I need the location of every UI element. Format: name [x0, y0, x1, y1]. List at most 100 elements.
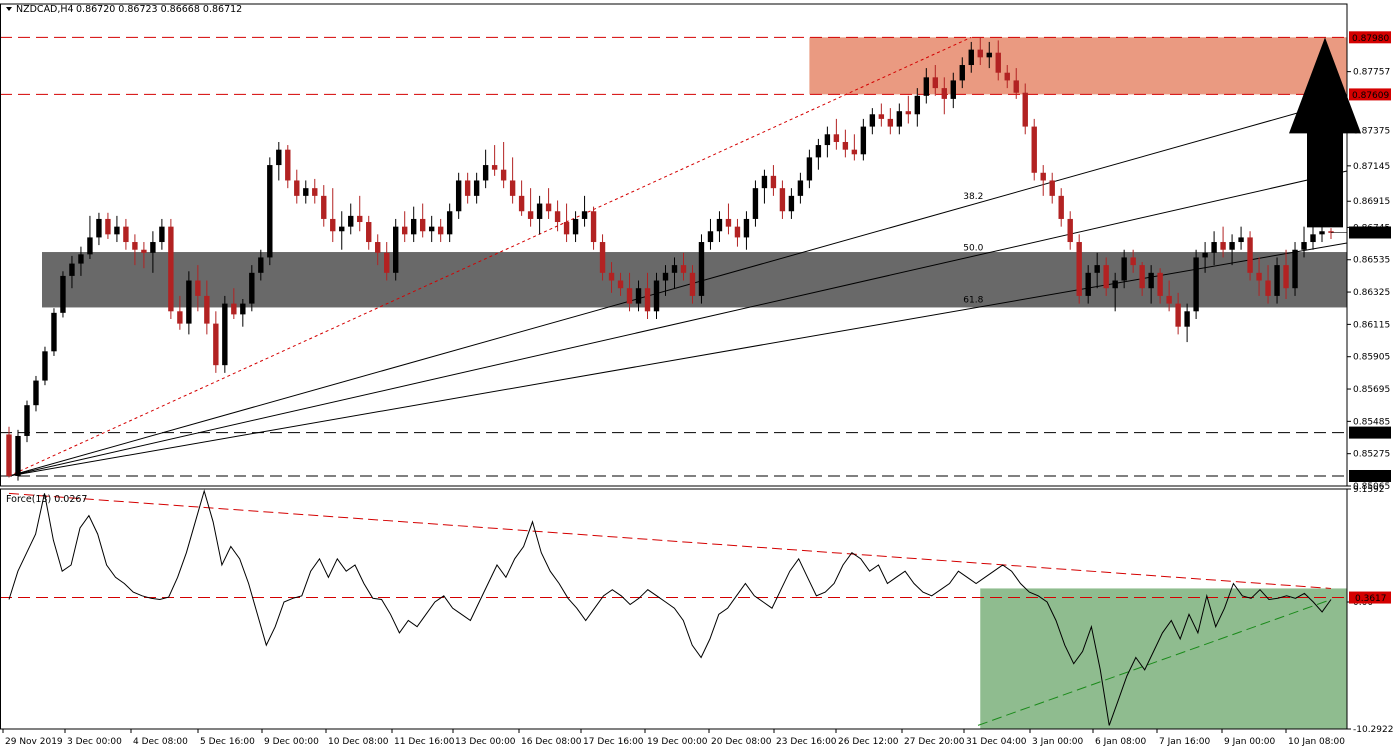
candle-body — [860, 126, 867, 155]
candle-body — [1058, 195, 1064, 219]
candle-body — [914, 95, 921, 115]
time-tick-label: 26 Dec 12:00 — [838, 737, 899, 747]
candle-body — [204, 295, 210, 324]
candle-body — [743, 218, 750, 238]
candle-body — [842, 141, 849, 150]
fib-fan-label-1: 50.0 — [963, 244, 983, 254]
axes: 0.877570.873750.871450.869150.867450.865… — [0, 3, 1393, 747]
candle-body — [1202, 252, 1208, 258]
candle-body — [249, 272, 255, 304]
time-tick-label: 23 Dec 16:00 — [776, 737, 837, 747]
candle-body — [671, 265, 678, 273]
candle-body — [725, 218, 732, 227]
candle-body — [1085, 272, 1091, 296]
candle-body — [707, 231, 714, 243]
time-tick-label: 9 Jan 00:00 — [1224, 737, 1276, 747]
candle-body — [285, 149, 291, 181]
candle-body — [527, 211, 534, 219]
candle-body — [1067, 218, 1073, 243]
price-tick-label: 0.86535 — [1353, 256, 1390, 266]
candle-body — [159, 226, 165, 243]
candle-body — [1040, 172, 1046, 181]
candle-body — [177, 311, 183, 324]
candle-body — [815, 145, 822, 158]
time-tick-label: 3 Jan 00:00 — [1032, 737, 1084, 747]
time-tick-label: 11 Dec 16:00 — [394, 737, 455, 747]
price-level-box — [1349, 226, 1391, 239]
candle-body — [536, 203, 543, 219]
candle-body — [1112, 280, 1118, 289]
candle-body — [96, 218, 102, 238]
candle-body — [402, 226, 408, 235]
price-tick-label: 0.87375 — [1353, 126, 1390, 136]
price-tick-label: 0.85065 — [1353, 482, 1390, 492]
fib-fan-base-line — [8, 36, 972, 477]
price-level-label: 0.85412 — [1352, 429, 1389, 439]
candle-body — [1184, 311, 1190, 327]
ohlc-header: 0.86720 0.86723 0.86668 0.86712 — [76, 4, 242, 15]
force-tick-label: 9.1592 — [1353, 485, 1385, 495]
candle-body — [1013, 80, 1019, 93]
price-tick-label: 0.86115 — [1353, 320, 1390, 330]
candle-body — [1256, 272, 1262, 281]
price-tick-label: 0.86915 — [1353, 197, 1390, 207]
candle-body — [482, 165, 489, 181]
candle-body — [959, 65, 965, 81]
candle-body — [1076, 242, 1082, 296]
force-trendline-1 — [977, 599, 1332, 726]
candle-body — [887, 118, 894, 127]
force-header: Force(13) 0.0267 — [6, 494, 87, 505]
candle-body — [1247, 237, 1253, 273]
price-tick-label: 0.86325 — [1353, 288, 1390, 298]
candle-body — [150, 242, 156, 253]
candle-body — [599, 242, 606, 273]
candle-body — [689, 272, 696, 296]
time-tick-label: 10 Dec 08:00 — [328, 737, 389, 747]
candle-body — [473, 180, 480, 196]
candle-body — [1157, 272, 1163, 296]
candle-body — [563, 222, 570, 235]
candle-body — [455, 180, 462, 212]
candle-body — [995, 52, 1001, 73]
candle-body — [491, 165, 498, 170]
candle-body — [24, 405, 30, 436]
candle-body — [348, 215, 354, 227]
candle-body — [1274, 265, 1280, 296]
candle-body — [680, 265, 687, 273]
candle-body — [716, 218, 723, 232]
candle-body — [69, 263, 75, 276]
candle-body — [437, 226, 444, 235]
candle-body — [698, 242, 705, 296]
fib-fan-line-0 — [8, 98, 1348, 477]
text-labels: NZDCAD,H4 0.86720 0.86723 0.86668 0.8671… — [6, 4, 242, 505]
candle-body — [1094, 265, 1100, 273]
candle-body — [509, 180, 516, 196]
time-tick-label: 5 Dec 16:00 — [200, 737, 255, 747]
price-tick-label: 0.85275 — [1353, 450, 1390, 460]
candle-body — [1121, 257, 1127, 281]
candle-body — [878, 114, 885, 119]
force-line — [8, 489, 1332, 726]
candle-body — [312, 188, 318, 196]
candle-body — [977, 49, 983, 58]
candle-body — [518, 195, 525, 212]
candle-body — [51, 312, 57, 352]
candle-body — [797, 180, 804, 196]
candle-body — [464, 180, 471, 196]
candle-body — [33, 380, 39, 406]
candle-body — [1229, 242, 1235, 250]
candle-body — [896, 111, 903, 127]
candle-body — [1292, 249, 1298, 289]
candle-body — [15, 435, 21, 476]
candle-body — [141, 249, 147, 253]
candle-body — [132, 242, 138, 250]
candle-body — [60, 275, 66, 313]
candle-body — [330, 218, 336, 232]
candle-body — [195, 280, 201, 296]
time-tick-label: 31 Dec 04:00 — [966, 737, 1027, 747]
force-indicator-pane — [0, 489, 1347, 729]
candle-body — [788, 195, 795, 212]
candle-body — [186, 280, 192, 324]
force-pane-frame — [0, 488, 1348, 730]
